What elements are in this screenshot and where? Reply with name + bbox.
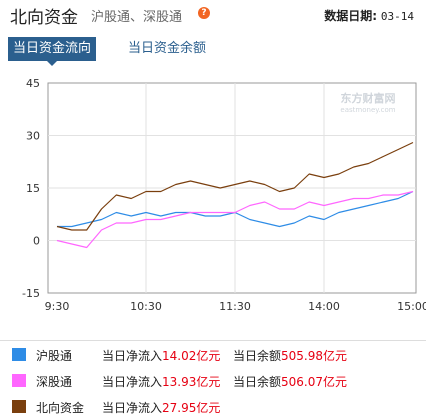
tab-daily-balance[interactable]: 当日资金余额 xyxy=(128,41,207,56)
inflow-label: 当日净流入 xyxy=(102,375,163,389)
legend-row-north: 北向资金 当日净流入27.95亿元 xyxy=(0,395,426,419)
legend-swatch-north xyxy=(12,400,26,413)
y-tick-label: 15 xyxy=(26,182,40,195)
inflow-value: 14.02亿元 xyxy=(162,349,221,363)
subtitle-link[interactable]: 沪股通、深股通 xyxy=(91,10,183,25)
y-tick-label: 0 xyxy=(33,235,40,248)
legend-row-sh: 沪股通 当日净流入14.02亿元 当日余额505.98亿元 xyxy=(0,343,426,367)
balance-value: 505.98亿元 xyxy=(281,349,348,363)
y-axis: 45 30 15 0 -15 xyxy=(22,77,40,300)
y-tick-label: -15 xyxy=(22,287,40,300)
balance-label: 当日余额 xyxy=(233,375,282,389)
legend-balance: 当日余额505.98亿元 xyxy=(233,347,347,364)
x-tick-label: 14:00 xyxy=(308,300,340,313)
question-icon[interactable]: ? xyxy=(198,7,210,19)
legend-inflow: 当日净流入27.95亿元 xyxy=(102,399,220,416)
x-axis: 9:30 10:30 11:30 14:00 15:00 xyxy=(45,300,426,313)
y-tick-label: 45 xyxy=(26,77,40,90)
balance-value: 506.07亿元 xyxy=(281,375,348,389)
data-date: 数据日期: 03-14 xyxy=(324,7,414,24)
legend-row-sz: 深股通 当日净流入13.93亿元 当日余额506.07亿元 xyxy=(0,369,426,393)
page-title: 北向资金 xyxy=(10,8,78,28)
inflow-value: 27.95亿元 xyxy=(162,401,221,415)
balance-label: 当日余额 xyxy=(233,349,282,363)
date-value: 03-14 xyxy=(380,10,414,23)
flow-chart: 45 30 15 0 -15 9:30 10:30 11:30 14:00 15:00 东方财富… xyxy=(22,77,426,313)
series-lines xyxy=(56,141,414,249)
inflow-label: 当日净流入 xyxy=(102,349,163,363)
header: 北向资金 沪股通、深股通 ? 数据日期: 03-14 xyxy=(0,0,426,30)
series-line-1 xyxy=(56,190,414,249)
x-tick-label: 10:30 xyxy=(130,300,162,313)
legend-name: 北向资金 xyxy=(36,401,85,415)
legend-name: 深股通 xyxy=(36,375,73,389)
y-tick-label: 30 xyxy=(26,130,40,143)
tab-bar: 当日资金流向 当日资金余额 xyxy=(0,37,426,69)
legend-inflow: 当日净流入13.93亿元 xyxy=(102,373,220,390)
legend-balance: 当日余额506.07亿元 xyxy=(233,373,347,390)
x-tick-label: 9:30 xyxy=(45,300,70,313)
watermark-domain: eastmoney.com xyxy=(340,106,395,114)
watermark: 东方财富网 eastmoney.com xyxy=(340,91,395,114)
legend-swatch-sh xyxy=(12,348,26,361)
legend-name: 沪股通 xyxy=(36,349,73,363)
tab-daily-flow[interactable]: 当日资金流向 xyxy=(8,37,97,66)
inflow-label: 当日净流入 xyxy=(102,401,163,415)
watermark-name: 东方财富网 xyxy=(341,91,396,105)
legend-swatch-sz xyxy=(12,374,26,387)
x-tick-label: 15:00 xyxy=(397,300,426,313)
grid xyxy=(48,83,416,293)
x-tick-label: 11:30 xyxy=(219,300,251,313)
legend-inflow: 当日净流入14.02亿元 xyxy=(102,347,220,364)
series-line-2 xyxy=(56,141,414,231)
legend-table: 沪股通 当日净流入14.02亿元 当日余额505.98亿元 深股通 当日净流入1… xyxy=(0,340,426,417)
inflow-value: 13.93亿元 xyxy=(162,375,221,389)
date-label: 数据日期: xyxy=(324,9,378,23)
